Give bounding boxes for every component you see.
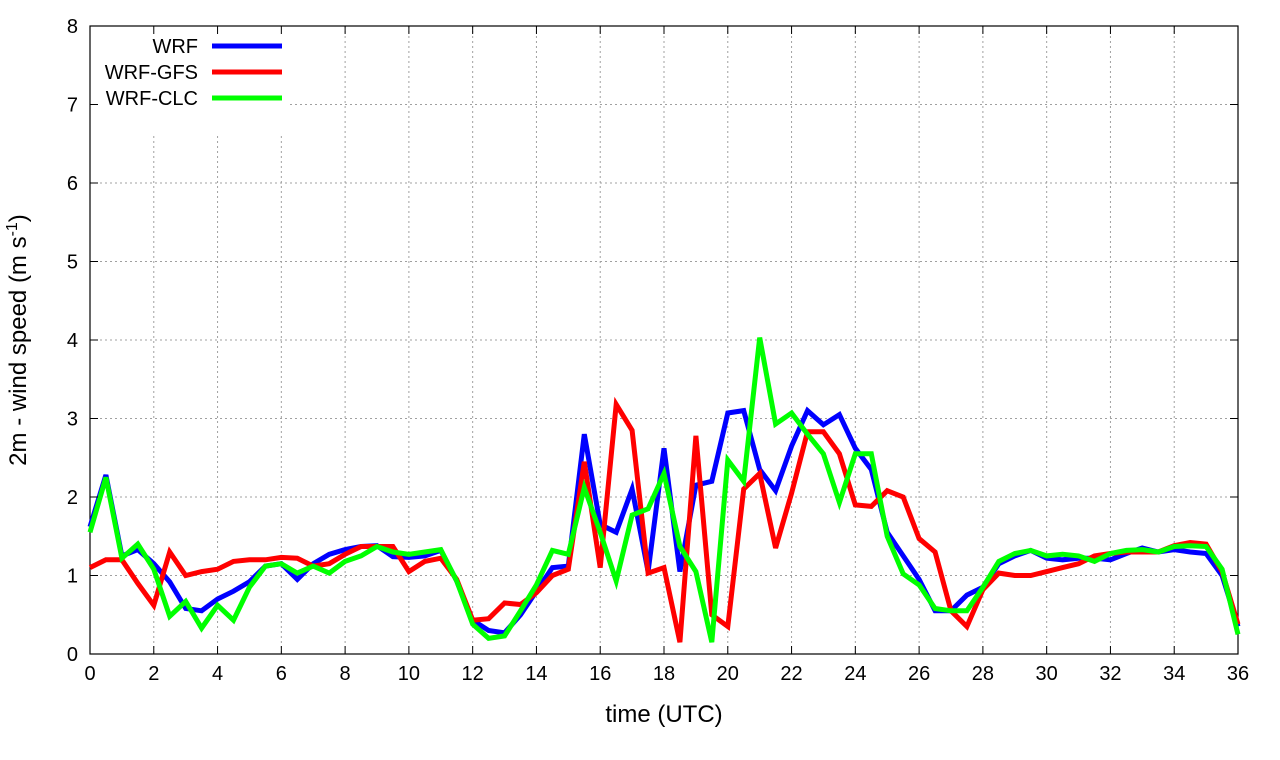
x-tick-label: 34 [1163, 663, 1185, 685]
legend-label: WRF-GFS [105, 62, 198, 84]
x-tick-label: 12 [462, 663, 484, 685]
x-tick-label: 18 [653, 663, 675, 685]
y-tick-label: 8 [67, 16, 78, 38]
x-tick-label: 16 [589, 663, 611, 685]
series-layer [87, 337, 1241, 643]
x-tick-label: 24 [844, 663, 866, 685]
x-tick-label: 32 [1099, 663, 1121, 685]
y-tick-label: 6 [67, 173, 78, 195]
x-tick-label: 28 [972, 663, 994, 685]
series-line-wrf-clc [87, 337, 1241, 643]
x-tick-label: 6 [276, 663, 287, 685]
x-tick-label: 8 [340, 663, 351, 685]
x-axis-ticks: 0 2 4 6 8 10 12 14 16 18 20 22 24 26 28 30 32 34 36 [84, 26, 1249, 685]
y-tick-label: 7 [67, 95, 78, 117]
x-tick-label: 30 [1036, 663, 1058, 685]
x-tick-label: 26 [908, 663, 930, 685]
y-axis-label-close: ) [5, 214, 32, 222]
y-tick-label: 5 [67, 252, 78, 274]
y-axis-label-superscript: -1 [4, 222, 21, 236]
y-tick-label: 3 [67, 409, 78, 431]
x-tick-label: 22 [780, 663, 802, 685]
y-tick-label: 1 [67, 566, 78, 588]
x-tick-label: 10 [398, 663, 420, 685]
y-axis-ticks: 0 1 2 3 4 5 6 7 8 [67, 16, 1238, 666]
y-tick-label: 2 [67, 487, 78, 509]
x-tick-label: 0 [84, 663, 95, 685]
legend: WRF WRF-GFS WRF-CLC [105, 36, 282, 110]
series-line-wrf-gfs [88, 396, 1241, 643]
x-tick-label: 4 [212, 663, 223, 685]
x-tick-label: 36 [1227, 663, 1249, 685]
y-axis-label: 2m - wind speed (m s-1) [4, 214, 32, 466]
x-tick-label: 2 [148, 663, 159, 685]
legend-label: WRF-CLC [106, 88, 198, 110]
x-tick-label: 14 [525, 663, 547, 685]
x-axis-label: time (UTC) [605, 701, 722, 728]
y-tick-label: 4 [67, 330, 78, 352]
y-tick-label: 0 [67, 644, 78, 666]
y-axis-label-main: 2m - wind speed (m s [5, 236, 32, 465]
x-tick-label: 20 [717, 663, 739, 685]
legend-label: WRF [152, 36, 198, 58]
